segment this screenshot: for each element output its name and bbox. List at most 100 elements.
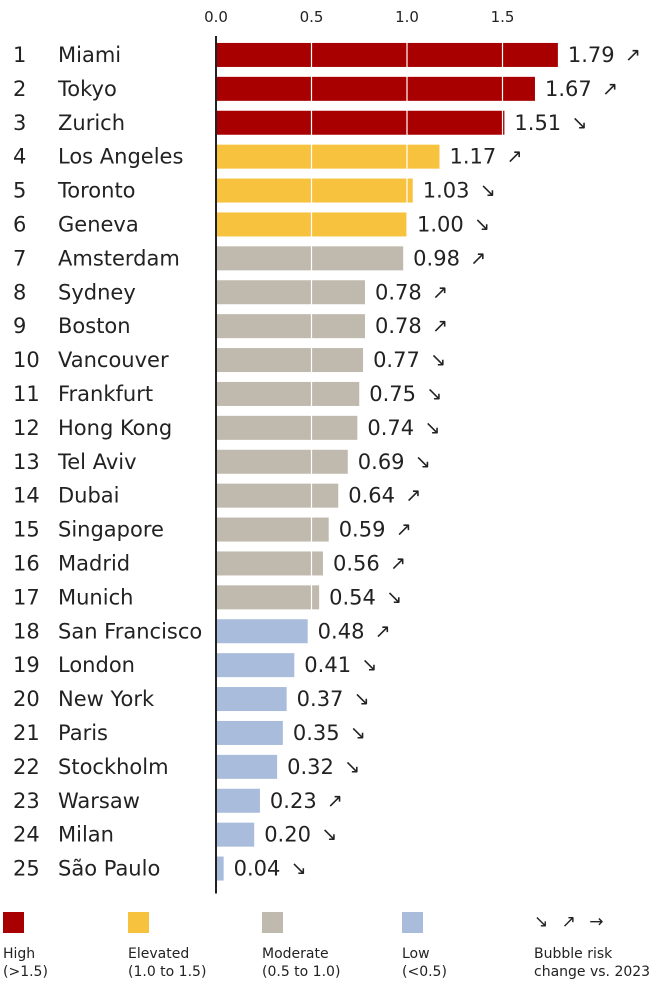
bar <box>216 551 323 576</box>
rank-label: 4 <box>13 145 26 169</box>
trend-arrow-icon: ↘ <box>426 383 442 405</box>
value-label: 0.23 <box>270 789 317 813</box>
value-label: 1.03 <box>423 179 470 203</box>
rank-label: 6 <box>13 212 26 236</box>
value-label: 0.20 <box>264 823 311 847</box>
city-label: Tokyo <box>57 77 117 101</box>
rank-label: 21 <box>13 721 40 745</box>
bar <box>216 348 364 373</box>
value-label: 0.69 <box>358 450 405 474</box>
legend-swatch-low <box>402 912 423 933</box>
value-label: 0.74 <box>367 416 414 440</box>
bar <box>216 856 224 881</box>
trend-arrow-icon: ↘ <box>350 722 366 744</box>
bar <box>216 585 320 610</box>
trend-arrow-icon: ↗ <box>602 78 618 100</box>
rank-label: 5 <box>13 179 26 203</box>
trend-arrow-icon: ↘ <box>474 213 490 235</box>
x-tick-label: 0.5 <box>300 8 324 26</box>
value-label: 0.78 <box>375 280 422 304</box>
city-label: Madrid <box>58 551 130 575</box>
bar <box>216 280 365 305</box>
bar <box>216 483 339 508</box>
trend-arrow-icon: ↗ <box>625 44 641 66</box>
rank-label: 12 <box>13 416 40 440</box>
bar <box>216 754 278 779</box>
legend-label-low: Low (<0.5) <box>402 946 447 980</box>
row-labels: 1 Miami 1.79 ↗ 2 Tokyo 1.67 ↗ 3 Zurich 1.51 ↘ 4 Los A… <box>13 43 641 881</box>
city-label: Geneva <box>58 212 139 236</box>
city-label: Milan <box>58 823 114 847</box>
legend-item-trend: ↘ ↗ → Bubble risk change vs. 2023 <box>534 912 650 981</box>
rank-label: 16 <box>13 551 40 575</box>
trend-arrow-icon: ↘ <box>361 654 377 676</box>
value-label: 1.51 <box>514 111 561 135</box>
rank-label: 20 <box>13 687 40 711</box>
city-label: San Francisco <box>58 619 202 643</box>
rank-label: 1 <box>13 43 26 67</box>
rank-label: 11 <box>13 382 40 406</box>
bar <box>216 517 329 542</box>
trend-arrow-icon: ↗ <box>375 620 391 642</box>
city-label: São Paulo <box>58 857 160 881</box>
legend: High (>1.5) Elevated (1.0 to 1.5) Moderate… <box>0 912 662 996</box>
bar <box>216 449 348 474</box>
trend-arrow-icon: ↗ <box>432 315 448 337</box>
rank-label: 14 <box>13 484 40 508</box>
bar <box>216 381 360 406</box>
trend-arrow-icon: ↘ <box>344 756 360 778</box>
value-label: 0.41 <box>304 653 351 677</box>
bar <box>216 415 358 440</box>
trend-arrow-icon: ↘ <box>415 451 431 473</box>
bar <box>216 246 404 271</box>
legend-label-moderate: Moderate (0.5 to 1.0) <box>262 946 341 980</box>
legend-item-elevated: Elevated (1.0 to 1.5) <box>128 912 206 981</box>
city-label: Miami <box>58 43 121 67</box>
bar <box>216 76 535 101</box>
legend-label-high: High (>1.5) <box>3 946 48 980</box>
city-label: London <box>58 653 135 677</box>
rank-label: 10 <box>13 348 40 372</box>
city-label: Vancouver <box>58 348 169 372</box>
legend-label-trend: Bubble risk change vs. 2023 <box>534 946 651 980</box>
bar <box>216 720 283 745</box>
trend-arrow-icon: ↘ <box>424 417 440 439</box>
value-label: 0.48 <box>318 619 365 643</box>
rank-label: 19 <box>13 653 40 677</box>
city-label: Tel Aviv <box>57 450 137 474</box>
city-label: Toronto <box>57 179 136 203</box>
value-label: 0.56 <box>333 551 380 575</box>
legend-item-moderate: Moderate (0.5 to 1.0) <box>262 912 340 981</box>
trend-arrow-icon: ↗ <box>506 146 522 168</box>
value-label: 0.35 <box>293 721 340 745</box>
value-label: 0.54 <box>329 585 376 609</box>
x-axis-tick-labels: 0.0 0.5 1.0 1.5 <box>204 8 514 26</box>
legend-swatch-elevated <box>128 912 149 933</box>
city-label: Stockholm <box>58 755 169 779</box>
bar <box>216 653 295 678</box>
value-label: 1.00 <box>417 212 464 236</box>
rank-label: 3 <box>13 111 26 135</box>
rank-label: 9 <box>13 314 26 338</box>
trend-arrow-icon: ↘ <box>321 824 337 846</box>
trend-arrow-icon: ↘ <box>571 112 587 134</box>
rank-label: 2 <box>13 77 26 101</box>
value-label: 0.04 <box>234 857 281 881</box>
x-tick-label: 0.0 <box>204 8 228 26</box>
bubble-risk-bar-chart: 0.0 0.5 1.0 1.5 1 Miami 1.79 ↗ 2 Tokyo 1.67 ↗ 3 Zuri… <box>13 8 641 894</box>
city-label: Frankfurt <box>58 382 153 406</box>
trend-arrow-icon: ↗ <box>432 281 448 303</box>
city-label: New York <box>58 687 155 711</box>
value-label: 1.17 <box>449 145 496 169</box>
value-label: 0.64 <box>348 484 395 508</box>
bar <box>216 42 558 67</box>
rank-label: 17 <box>13 585 40 609</box>
trend-arrow-icon: ↗ <box>405 485 421 507</box>
rank-label: 23 <box>13 789 40 813</box>
value-label: 1.79 <box>568 43 615 67</box>
bar <box>216 822 255 847</box>
bar <box>216 687 287 712</box>
trend-arrow-icon: ↗ <box>390 552 406 574</box>
trend-arrow-icon: ↘ <box>430 349 446 371</box>
x-tick-label: 1.5 <box>491 8 515 26</box>
